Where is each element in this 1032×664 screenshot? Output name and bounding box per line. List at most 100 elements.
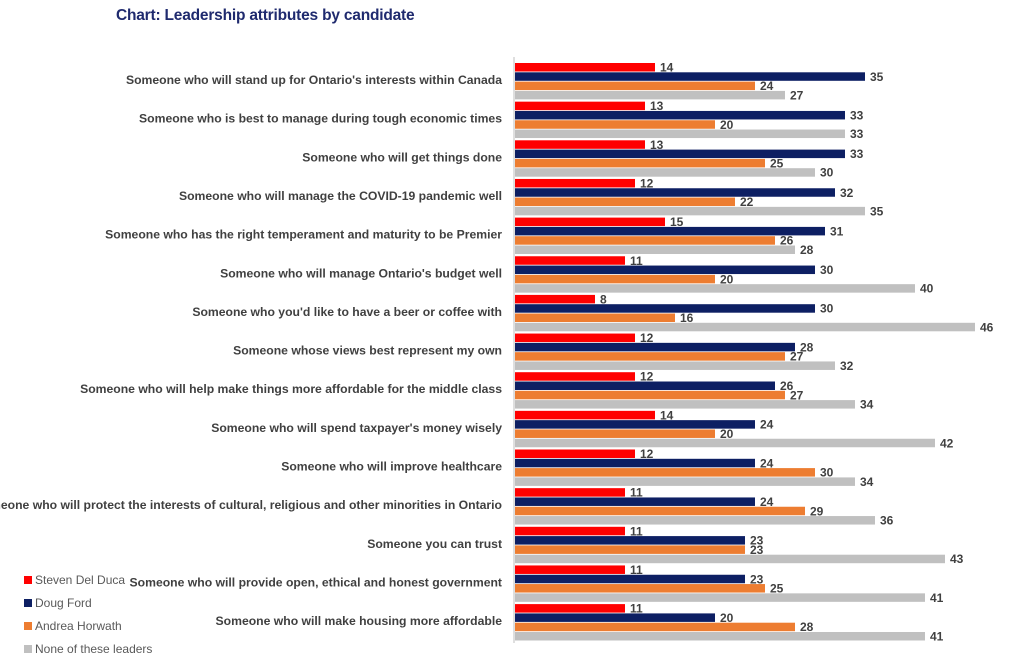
bar-none-of-these-leaders [515, 129, 845, 139]
data-label: 32 [840, 359, 854, 373]
bar-doug-ford [515, 342, 795, 352]
legend-label: Steven Del Duca [35, 572, 126, 587]
data-label: 27 [790, 88, 804, 102]
bar-andrea-horwath [515, 468, 815, 477]
legend-swatch [24, 575, 32, 584]
legend-label: None of these leaders [35, 641, 153, 656]
legend-swatch [24, 621, 32, 630]
bar-steven-del-duca [515, 140, 645, 149]
bar-doug-ford [515, 226, 825, 236]
legend: Steven Del Duca Doug Ford Andrea Horwath No… [24, 568, 152, 660]
data-label: 35 [870, 70, 884, 84]
data-label: 20 [720, 272, 734, 286]
data-label: 28 [800, 340, 814, 354]
data-label: 23 [750, 534, 764, 548]
legend-item-doug-ford: Doug Ford [24, 591, 152, 614]
data-label: 43 [950, 552, 964, 566]
bar-doug-ford [515, 188, 835, 197]
data-label: 16 [680, 311, 694, 325]
bar-steven-del-duca [515, 256, 625, 265]
data-label: 34 [860, 475, 874, 489]
data-label: 11 [630, 486, 643, 500]
bar-andrea-horwath [515, 390, 785, 400]
category-label: Someone who you'd like to have a beer or… [192, 305, 502, 319]
bar-doug-ford [515, 381, 775, 390]
bar-steven-del-duca [515, 488, 625, 497]
bar-andrea-horwath [515, 81, 755, 91]
data-label: 20 [720, 611, 734, 625]
bar-none-of-these-leaders [515, 632, 925, 641]
bar-none-of-these-leaders [515, 284, 915, 293]
data-label: 42 [940, 436, 954, 450]
bar-steven-del-duca [515, 178, 635, 188]
bar-andrea-horwath [515, 352, 785, 361]
category-label: Someone you can trust [367, 537, 502, 551]
bar-andrea-horwath [515, 429, 715, 438]
bar-doug-ford [515, 497, 755, 506]
data-label: 12 [640, 447, 654, 461]
bar-none-of-these-leaders [515, 477, 855, 486]
category-label: Someone who has the right temperament an… [105, 228, 502, 242]
bar-doug-ford [515, 72, 865, 81]
bar-steven-del-duca [515, 410, 655, 420]
data-label: 31 [830, 224, 844, 238]
data-label: 12 [640, 370, 654, 384]
data-label: 23 [750, 572, 764, 586]
data-label: 28 [800, 620, 814, 634]
bar-steven-del-duca [515, 604, 625, 613]
bar-doug-ford [515, 458, 755, 468]
category-label: Someone who will provide open, ethical a… [130, 575, 502, 589]
category-label: Someone who will manage Ontario's budget… [220, 266, 502, 280]
legend-swatch [24, 598, 32, 607]
data-label: 24 [760, 418, 774, 432]
data-label: 41 [930, 630, 944, 644]
data-label: 27 [790, 388, 804, 402]
data-label: 11 [630, 254, 643, 268]
category-label: Someone whose views best represent my ow… [233, 344, 502, 358]
data-label: 36 [880, 514, 894, 528]
bar-steven-del-duca [515, 565, 625, 574]
data-label: 30 [820, 302, 834, 316]
bar-none-of-these-leaders [515, 361, 835, 370]
bar-steven-del-duca [515, 333, 635, 343]
bar-andrea-horwath [515, 158, 765, 168]
data-label: 28 [800, 243, 814, 257]
data-label: 40 [920, 282, 934, 296]
bar-steven-del-duca [515, 217, 665, 227]
data-label: 30 [820, 466, 834, 480]
data-label: 25 [770, 156, 784, 170]
bar-andrea-horwath [515, 545, 745, 554]
legend-label: Andrea Horwath [35, 618, 122, 633]
data-label: 13 [650, 99, 664, 113]
bar-andrea-horwath [515, 236, 775, 245]
data-label: 12 [640, 176, 654, 190]
bar-steven-del-duca [515, 526, 625, 536]
bar-doug-ford [515, 536, 745, 545]
bar-steven-del-duca [515, 101, 645, 111]
data-label: 20 [720, 118, 734, 132]
bar-steven-del-duca [515, 372, 635, 381]
data-label: 41 [930, 591, 944, 605]
data-label: 33 [850, 108, 864, 122]
bar-none-of-these-leaders [515, 554, 945, 564]
category-label: Someone who will stand up for Ontario's … [126, 73, 502, 87]
bar-none-of-these-leaders [515, 322, 975, 332]
data-label: 25 [770, 582, 784, 596]
category-label: Someone who will improve healthcare [281, 460, 502, 474]
category-label: Someone who will help make things more a… [80, 382, 502, 396]
chart-title: Chart: Leadership attributes by candidat… [116, 7, 415, 24]
bar-andrea-horwath [515, 313, 675, 322]
data-label: 35 [870, 204, 884, 218]
bar-steven-del-duca [515, 449, 635, 458]
category-label: Someone who will manage the COVID-19 pan… [179, 189, 502, 203]
data-label: 14 [660, 61, 674, 75]
data-label: 12 [640, 331, 654, 345]
bar-doug-ford [515, 574, 745, 584]
bar-doug-ford [515, 265, 815, 275]
data-label: 24 [760, 495, 774, 509]
data-label: 46 [980, 320, 994, 334]
data-label: 11 [630, 524, 643, 538]
bar-doug-ford [515, 420, 755, 429]
category-label: Someone who will spend taxpayer's money … [211, 421, 502, 435]
data-label: 11 [630, 602, 643, 616]
